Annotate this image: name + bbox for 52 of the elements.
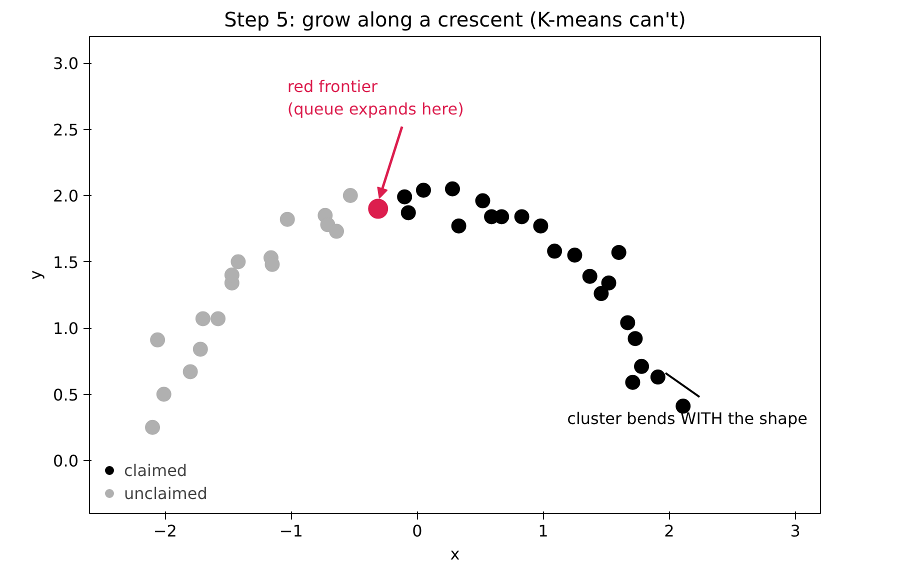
- legend-label: claimed: [124, 460, 188, 480]
- point: [620, 315, 636, 330]
- point: [634, 358, 650, 374]
- point: [195, 311, 210, 326]
- chart-title: Step 5: grow along a crescent (K-means can't): [224, 8, 686, 32]
- x-tick-label: 3: [790, 522, 800, 540]
- point: [400, 205, 416, 220]
- legend-label: unclaimed: [124, 484, 208, 502]
- y-tick-label: 2.5: [53, 120, 79, 140]
- point: [192, 342, 208, 357]
- x-tick-label: 0: [412, 522, 422, 540]
- point: [397, 189, 412, 204]
- y-tick-label: 0.0: [53, 452, 79, 470]
- point: [547, 244, 562, 259]
- x-tick-label: 1: [538, 522, 548, 540]
- x-tick-label: −1: [279, 522, 303, 540]
- x-tick-label: −2: [153, 522, 177, 540]
- point: [210, 311, 226, 326]
- y-axis-title: y: [26, 270, 46, 280]
- point: [594, 286, 609, 302]
- y-tick-label: 1.5: [53, 252, 79, 272]
- point: [628, 331, 643, 346]
- point: [280, 212, 295, 227]
- point: [475, 193, 490, 208]
- y-tick-label: 2.0: [53, 186, 79, 206]
- y-tick-label: 3.0: [53, 54, 79, 73]
- point: [368, 198, 388, 219]
- point: [150, 332, 166, 348]
- point: [342, 188, 358, 203]
- point: [182, 364, 198, 380]
- y-tick-label: 0.5: [53, 385, 79, 404]
- x-tick-label: 2: [664, 522, 674, 540]
- point: [451, 218, 466, 234]
- y-tick-label: 1.0: [53, 319, 79, 338]
- point: [533, 218, 548, 234]
- point: [567, 248, 582, 263]
- point: [625, 374, 640, 390]
- point: [601, 275, 616, 290]
- annotation: cluster bends WITH the shape: [567, 408, 808, 428]
- point: [230, 254, 246, 270]
- point: [514, 209, 530, 224]
- point: [611, 244, 626, 260]
- point: [444, 181, 460, 196]
- point: [416, 182, 431, 198]
- point: [156, 386, 172, 402]
- point: [145, 420, 160, 435]
- point: [582, 268, 598, 284]
- annotation: red frontier (queue expands here): [287, 76, 464, 119]
- point: [650, 370, 666, 385]
- point: [676, 398, 691, 414]
- point: [329, 224, 344, 239]
- x-axis-title: x: [450, 544, 460, 564]
